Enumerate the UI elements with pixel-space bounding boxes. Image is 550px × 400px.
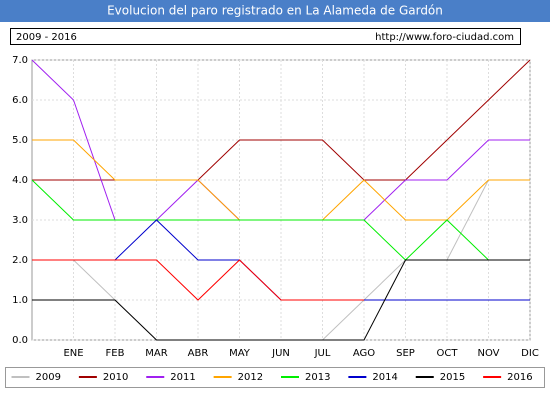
legend-label: 2015 xyxy=(440,372,465,383)
x-tick-label: ABR xyxy=(188,348,209,359)
legend-label: 2014 xyxy=(372,372,397,383)
chart-title: Evolucion del paro registrado en La Alam… xyxy=(107,4,443,18)
y-tick-label: 7.0 xyxy=(12,55,28,66)
x-tick-label: JUL xyxy=(314,348,331,359)
legend-label: 2012 xyxy=(238,372,263,383)
series-line xyxy=(31,179,489,261)
y-tick-label: 0.0 xyxy=(12,335,28,346)
y-tick-label: 3.0 xyxy=(12,215,28,226)
legend-label: 2013 xyxy=(305,372,330,383)
subtitle: 2009 - 2016 xyxy=(16,32,77,43)
series-line xyxy=(32,259,364,301)
x-tick-label: AGO xyxy=(353,348,375,359)
legend-label: 2011 xyxy=(170,372,195,383)
x-tick-label: NOV xyxy=(477,348,499,359)
y-tick-label: 4.0 xyxy=(12,175,28,186)
x-tick-label: MAY xyxy=(229,348,251,359)
legend-label: 2009 xyxy=(36,372,61,383)
series-line xyxy=(32,259,530,341)
x-tick-label: OCT xyxy=(437,348,459,359)
header-box xyxy=(10,28,521,45)
legend-label: 2010 xyxy=(103,372,128,383)
x-tick-label: DIC xyxy=(521,348,539,359)
legend-label: 2016 xyxy=(507,372,532,383)
title-bar xyxy=(0,0,550,22)
y-tick-label: 1.0 xyxy=(12,295,28,306)
x-tick-label: MAR xyxy=(145,348,167,359)
legend xyxy=(5,367,545,388)
x-tick-label: SEP xyxy=(396,348,415,359)
x-tick-label: FEB xyxy=(106,348,125,359)
source-url: http://www.foro-ciudad.com xyxy=(375,32,514,43)
x-tick-label: ENE xyxy=(63,348,83,359)
y-tick-label: 5.0 xyxy=(12,135,28,146)
x-tick-label: JUN xyxy=(271,348,290,359)
y-tick-label: 6.0 xyxy=(12,95,28,106)
y-tick-label: 2.0 xyxy=(12,255,28,266)
